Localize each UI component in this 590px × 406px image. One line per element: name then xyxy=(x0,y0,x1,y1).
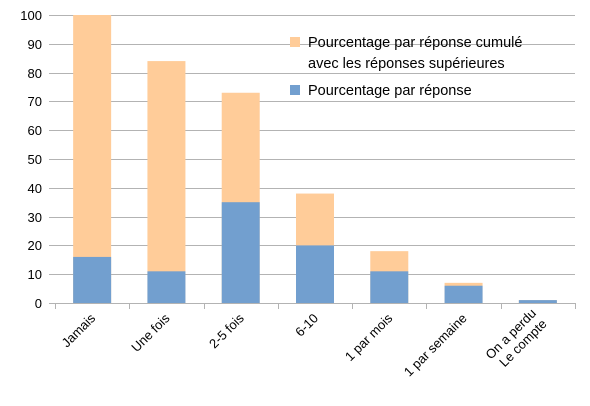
legend: Pourcentage par réponse cumulé avec les r… xyxy=(290,35,522,99)
y-tick-label: 90 xyxy=(28,37,42,52)
y-tick-label: 80 xyxy=(28,66,42,81)
gridlines xyxy=(55,15,575,304)
bar-per-response xyxy=(73,256,112,303)
y-tick-label: 70 xyxy=(28,94,42,109)
y-tick-label: 60 xyxy=(28,123,42,138)
x-tick-label: 1 par mois xyxy=(342,310,396,364)
x-tick-label: 6-10 xyxy=(292,311,321,340)
x-tick-label: Une fois xyxy=(128,310,173,355)
bar-per-response xyxy=(444,285,483,303)
y-axis-tick-labels: 0 10 20 30 40 50 60 70 80 90 100 xyxy=(20,8,42,311)
bars xyxy=(73,15,557,303)
x-tick-label: 1 par semaine xyxy=(401,311,470,380)
axes xyxy=(49,15,576,309)
legend-label: Pourcentage par réponse cumulé avec les r… xyxy=(308,35,522,72)
x-axis-tick-labels: Jamais Une fois 2-5 fois 6-10 1 par mois 1 pa… xyxy=(59,306,550,380)
y-tick-label: 10 xyxy=(28,267,42,282)
x-tick-label: Jamais xyxy=(59,310,99,350)
y-tick-label: 0 xyxy=(35,296,42,311)
x-tick-label: On a perduLe compte xyxy=(482,306,549,373)
legend-label: Pourcentage par réponse xyxy=(308,83,472,99)
bar-cumulative xyxy=(73,15,112,303)
bar-per-response xyxy=(370,271,409,303)
x-tick-label: 2-5 fois xyxy=(206,310,247,351)
bar-per-response xyxy=(221,202,260,303)
y-tick-label: 100 xyxy=(20,8,42,23)
bar-per-response xyxy=(518,300,557,303)
y-tick-label: 20 xyxy=(28,238,42,253)
bar-per-response xyxy=(147,271,186,303)
bar-cumulative xyxy=(147,61,186,303)
legend-swatch xyxy=(290,85,300,95)
bar-per-response xyxy=(296,245,334,303)
y-tick-label: 40 xyxy=(28,181,42,196)
y-tick-label: 50 xyxy=(28,152,42,167)
y-tick-label: 30 xyxy=(28,210,42,225)
legend-swatch xyxy=(290,37,300,47)
